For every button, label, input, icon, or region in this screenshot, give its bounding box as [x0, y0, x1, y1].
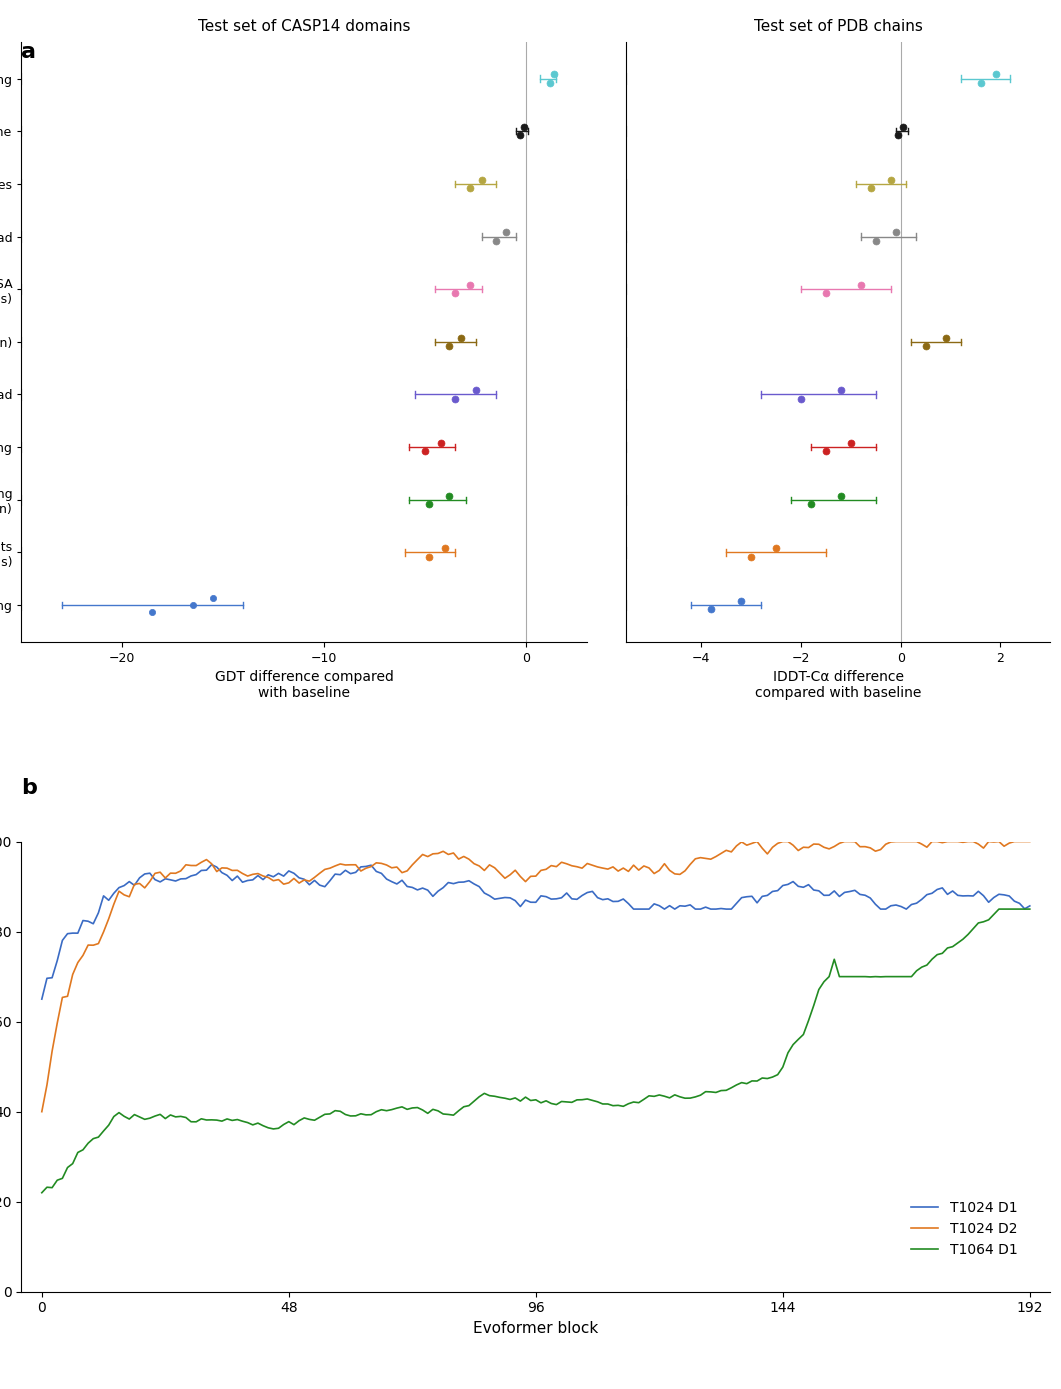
T1024 D1	[653, 897, 665, 914]
T1024 D1	[272, 865, 284, 882]
T1024 D2	[751, 833, 764, 850]
T1024 D1	[437, 879, 450, 896]
T1024 D1	[777, 878, 789, 895]
Title: Test set of PDB chains: Test set of PDB chains	[754, 18, 923, 33]
T1064 D1	[396, 1099, 408, 1115]
Legend: T1024 D1, T1024 D2, T1064 D1: T1024 D1, T1024 D2, T1064 D1	[905, 1196, 1023, 1263]
T1064 D1	[777, 1058, 789, 1075]
T1064 D1	[1024, 900, 1037, 917]
X-axis label: IDDT-Cα difference
compared with baseline: IDDT-Cα difference compared with baselin…	[755, 671, 922, 700]
T1064 D1	[648, 1088, 661, 1104]
T1024 D2	[1024, 833, 1037, 850]
T1024 D1	[401, 878, 414, 895]
T1024 D2	[267, 872, 280, 889]
X-axis label: GDT difference compared
with baseline: GDT difference compared with baseline	[214, 671, 394, 700]
Line: T1024 D1: T1024 D1	[41, 864, 1030, 999]
Title: Test set of CASP14 domains: Test set of CASP14 domains	[197, 18, 411, 33]
T1024 D2	[432, 845, 445, 861]
T1064 D1	[35, 1185, 48, 1201]
Line: T1024 D2: T1024 D2	[41, 842, 1030, 1111]
T1064 D1	[267, 1121, 280, 1138]
T1024 D1	[205, 856, 218, 872]
T1024 D2	[782, 833, 795, 850]
T1024 D1	[35, 990, 48, 1007]
T1064 D1	[993, 900, 1006, 917]
X-axis label: Evoformer block: Evoformer block	[473, 1321, 598, 1336]
T1024 D2	[396, 864, 408, 881]
T1064 D1	[432, 1103, 445, 1120]
Line: T1064 D1: T1064 D1	[41, 908, 1030, 1193]
T1024 D2	[777, 833, 789, 850]
T1024 D2	[35, 1103, 48, 1120]
Text: b: b	[21, 778, 37, 797]
T1064 D1	[771, 1067, 784, 1083]
T1024 D1	[782, 876, 795, 893]
T1024 D1	[1024, 897, 1037, 914]
Text: a: a	[21, 42, 36, 61]
T1024 D2	[648, 865, 661, 882]
